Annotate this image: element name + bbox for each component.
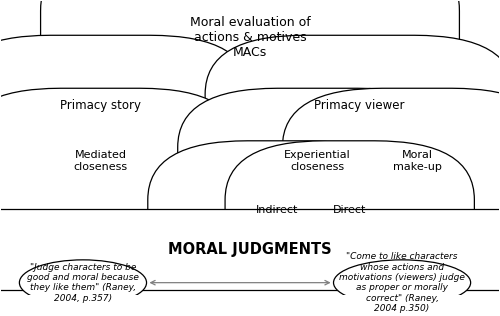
Text: "Come to like characters
whose actions and
motivations (viewers) judge
as proper: "Come to like characters whose actions a…: [339, 252, 465, 313]
FancyBboxPatch shape: [0, 35, 250, 175]
Text: Mediated
closeness: Mediated closeness: [74, 150, 128, 172]
Text: Moral evaluation of
actions & motives
MACs: Moral evaluation of actions & motives MA…: [190, 16, 310, 59]
Text: Primacy story: Primacy story: [60, 99, 141, 112]
Text: Direct: Direct: [333, 205, 366, 215]
FancyBboxPatch shape: [0, 209, 500, 290]
Text: MORAL JUDGMENTS: MORAL JUDGMENTS: [168, 242, 332, 257]
Text: Indirect: Indirect: [256, 205, 298, 215]
FancyBboxPatch shape: [282, 88, 500, 234]
FancyBboxPatch shape: [0, 88, 240, 234]
Ellipse shape: [20, 260, 146, 306]
FancyBboxPatch shape: [40, 0, 460, 152]
Text: Primacy viewer: Primacy viewer: [314, 99, 405, 112]
Ellipse shape: [334, 260, 470, 306]
FancyBboxPatch shape: [148, 141, 407, 278]
Text: Experiential
closeness: Experiential closeness: [284, 150, 350, 172]
Text: "Judge characters to be
good and moral because
they like them" (Raney,
2004, p.3: "Judge characters to be good and moral b…: [27, 263, 139, 303]
Text: Moral
make-up: Moral make-up: [392, 150, 442, 172]
FancyBboxPatch shape: [225, 141, 474, 278]
FancyBboxPatch shape: [178, 88, 457, 234]
FancyBboxPatch shape: [205, 35, 500, 175]
